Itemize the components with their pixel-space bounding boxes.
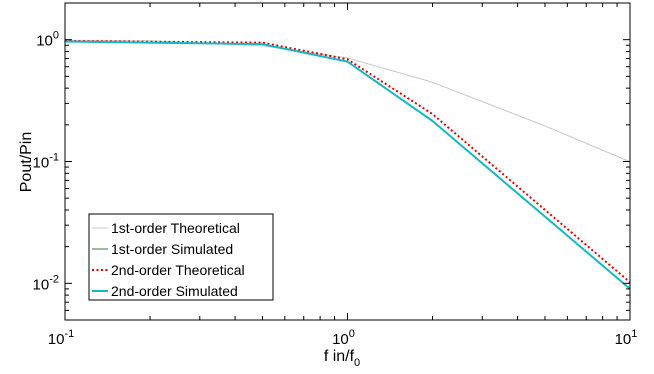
legend-label: 2nd-order Simulated bbox=[111, 283, 238, 299]
series-group bbox=[64, 39, 631, 290]
legend-label: 1st-order Theoretical bbox=[111, 220, 240, 236]
x-tick-label-base: 10 bbox=[48, 331, 65, 348]
x-tick-label: 10-1 bbox=[48, 328, 74, 348]
y-tick-label: 10-1 bbox=[33, 152, 59, 172]
y-tick-label-base: 10 bbox=[33, 155, 50, 172]
x-tick-label-exp: 0 bbox=[349, 328, 355, 340]
x-axis-label-main: f in/f bbox=[324, 348, 355, 365]
series-line-3 bbox=[64, 40, 631, 284]
series-line-4 bbox=[64, 40, 631, 290]
y-tick-label: 10-2 bbox=[33, 273, 59, 293]
y-tick-label-exp: 0 bbox=[53, 30, 59, 42]
y-axis-label: Pout/Pin bbox=[18, 132, 35, 192]
x-tick-label: 101 bbox=[615, 328, 638, 348]
x-axis-label-sub: 0 bbox=[354, 357, 360, 369]
legend-label: 2nd-order Theoretical bbox=[111, 262, 245, 278]
x-tick-label-exp: -1 bbox=[64, 328, 74, 340]
x-tick-label-base: 10 bbox=[615, 331, 632, 348]
x-axis-label: f in/f0 bbox=[324, 348, 360, 369]
y-tick-label-base: 10 bbox=[33, 276, 50, 293]
x-tick-label-exp: 1 bbox=[631, 328, 637, 340]
series-line-1 bbox=[64, 39, 631, 163]
legend-box bbox=[88, 213, 274, 301]
x-tick-label-base: 10 bbox=[332, 331, 349, 348]
y-tick-label: 100 bbox=[36, 30, 59, 50]
y-tick-label-base: 10 bbox=[36, 33, 53, 50]
x-tick-label: 100 bbox=[332, 328, 355, 348]
legend: 1st-order Theoretical 1st-order Simulated… bbox=[88, 213, 274, 301]
y-tick-label-exp: -2 bbox=[49, 273, 59, 285]
legend-label: 1st-order Simulated bbox=[111, 241, 233, 257]
y-tick-label-exp: -1 bbox=[49, 152, 59, 164]
